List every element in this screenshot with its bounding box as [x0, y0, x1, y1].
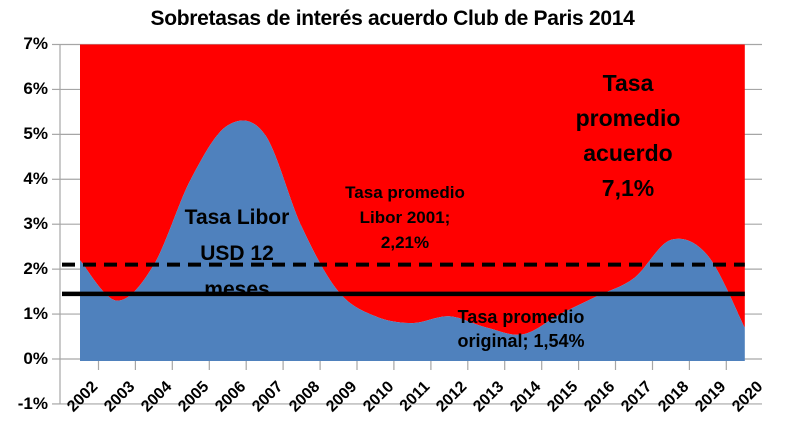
label-line: Tasa: [602, 70, 654, 96]
label-line: Tasa promedio: [345, 183, 465, 202]
label-line: Tasa Libor: [184, 206, 290, 229]
red-area-tasa-promedio-acuerdo: [80, 44, 745, 335]
y-axis-label: 1%: [23, 304, 48, 324]
y-axis-label: 6%: [23, 79, 48, 99]
y-axis-label: -1%: [17, 393, 48, 413]
label-line: USD 12: [200, 242, 274, 265]
label-line: Tasa promedio: [457, 307, 585, 327]
label-ref-line-libor-2001: Tasa promedio Libor 2001; 2,21%: [345, 180, 465, 255]
chart-title: Sobretasas de interés acuerdo Club de Pa…: [150, 7, 635, 30]
y-axis-label: 5%: [23, 124, 48, 144]
y-axis-label: 4%: [23, 169, 48, 189]
label-line: 2,21%: [380, 233, 430, 252]
label-line: meses: [204, 278, 270, 301]
label-line: acuerdo: [583, 140, 673, 166]
y-axis-label: 0%: [23, 349, 48, 368]
label-blue-area-tasa-libor: Tasa Libor USD 12 meses: [185, 200, 290, 308]
y-axis-label: 7%: [23, 34, 48, 54]
y-axis-label: 3%: [23, 214, 48, 234]
label-red-area-tasa-promedio-acuerdo: Tasa promedio acuerdo 7,1%: [576, 66, 681, 206]
label-line: Libor 2001;: [359, 208, 451, 227]
blue-area-tasa-libor: [80, 120, 745, 362]
label-ref-line-original: Tasa promedio original; 1,54%: [457, 305, 584, 353]
y-axis-label: 2%: [23, 259, 48, 279]
label-line: original; 1,54%: [457, 331, 585, 351]
label-line: 7,1%: [601, 175, 655, 201]
label-line: promedio: [575, 105, 681, 131]
